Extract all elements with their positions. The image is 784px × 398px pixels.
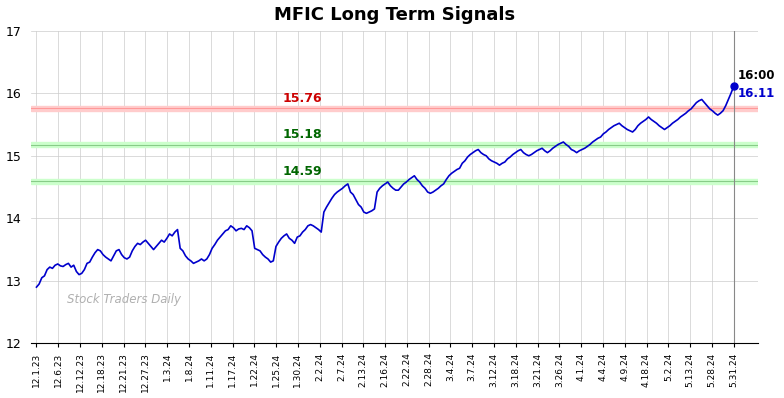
Text: 14.59: 14.59 — [282, 165, 322, 178]
Text: 15.18: 15.18 — [282, 128, 322, 141]
Text: 15.76: 15.76 — [282, 92, 322, 105]
Bar — [31, 142, 757, 147]
Bar — [31, 179, 757, 184]
Text: Stock Traders Daily: Stock Traders Daily — [67, 293, 181, 306]
Text: 16.11: 16.11 — [738, 87, 775, 100]
Title: MFIC Long Term Signals: MFIC Long Term Signals — [274, 6, 515, 23]
Bar — [31, 106, 757, 111]
Text: 16:00: 16:00 — [738, 68, 775, 82]
